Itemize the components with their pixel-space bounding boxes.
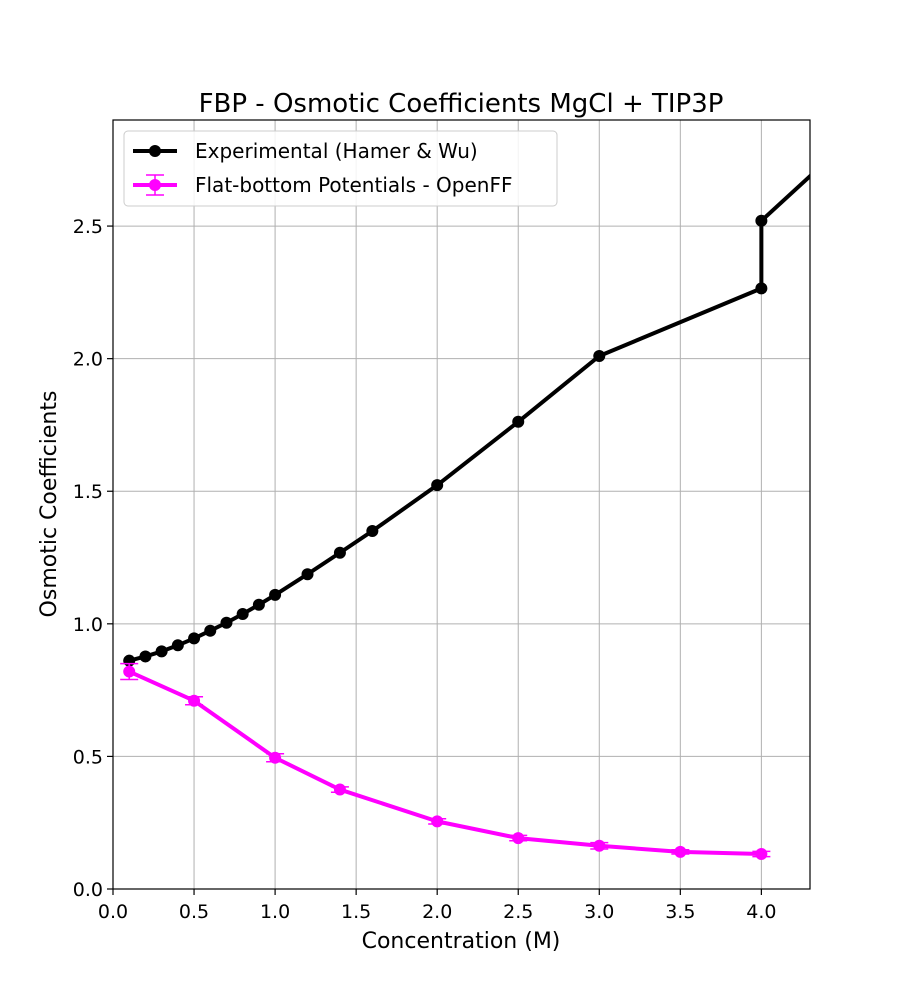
grid-lines <box>112 120 810 890</box>
y-axis-label: Osmotic Coefficients <box>37 391 62 618</box>
data-point <box>755 282 768 295</box>
plot-frame <box>112 119 811 890</box>
data-point <box>204 624 217 637</box>
data-point <box>431 479 444 492</box>
axis-ticks: 0.0 0.5 1.0 1.5 2.0 2.5 3.0 3.5 4.0 0.0 0.5 1.0 1.5 2… <box>73 216 777 923</box>
data-point <box>171 639 184 652</box>
x-tick-label: 4.0 <box>746 901 776 923</box>
x-tick-label: 3.0 <box>584 901 614 923</box>
series-line-2 <box>127 669 764 856</box>
data-point <box>139 650 152 663</box>
data-point <box>252 598 265 611</box>
y-tick-label: 1.5 <box>73 481 103 503</box>
data-point <box>674 845 687 858</box>
legend-label-2: Flat-bottom Potentials - OpenFF <box>195 173 512 197</box>
data-point <box>269 751 282 764</box>
y-tick-label: 0.0 <box>73 879 103 901</box>
chart-title: FBP - Osmotic Coefficients MgCl + TIP3P <box>199 89 724 119</box>
data-point <box>755 214 768 227</box>
x-axis-label: Concentration (M) <box>362 929 561 954</box>
data-point <box>333 783 346 796</box>
series-line-1 <box>127 173 810 663</box>
data-point <box>155 645 168 658</box>
data-point <box>188 694 201 707</box>
y-tick-label: 2.0 <box>73 349 103 371</box>
data-point <box>431 815 444 828</box>
data-point <box>593 839 606 852</box>
legend: Experimental (Hamer & Wu) Flat-bottom Pot… <box>123 130 558 207</box>
data-point <box>236 608 249 621</box>
x-tick-label: 3.5 <box>665 901 695 923</box>
legend-marker <box>149 179 161 191</box>
data-point <box>755 847 768 860</box>
data-point <box>512 415 525 428</box>
legend-marker <box>149 145 161 157</box>
data-point <box>512 832 525 845</box>
x-tick-label: 1.5 <box>341 901 371 923</box>
data-point <box>593 350 606 363</box>
y-tick-label: 0.5 <box>73 746 103 768</box>
x-tick-label: 1.0 <box>260 901 290 923</box>
data-point <box>188 632 201 645</box>
x-tick-label: 2.0 <box>422 901 452 923</box>
data-point <box>269 588 282 601</box>
y-tick-label: 1.0 <box>73 614 103 636</box>
data-point <box>366 525 379 538</box>
data-point <box>301 568 314 581</box>
data-point <box>220 616 233 629</box>
plot-area <box>120 173 810 860</box>
x-tick-label: 0.0 <box>98 901 128 923</box>
x-tick-label: 0.5 <box>179 901 209 923</box>
legend-box <box>123 130 558 207</box>
data-point <box>333 546 346 559</box>
legend-label-1: Experimental (Hamer & Wu) <box>195 139 478 163</box>
x-tick-label: 2.5 <box>503 901 533 923</box>
y-tick-label: 2.5 <box>73 216 103 238</box>
data-point <box>123 665 136 678</box>
